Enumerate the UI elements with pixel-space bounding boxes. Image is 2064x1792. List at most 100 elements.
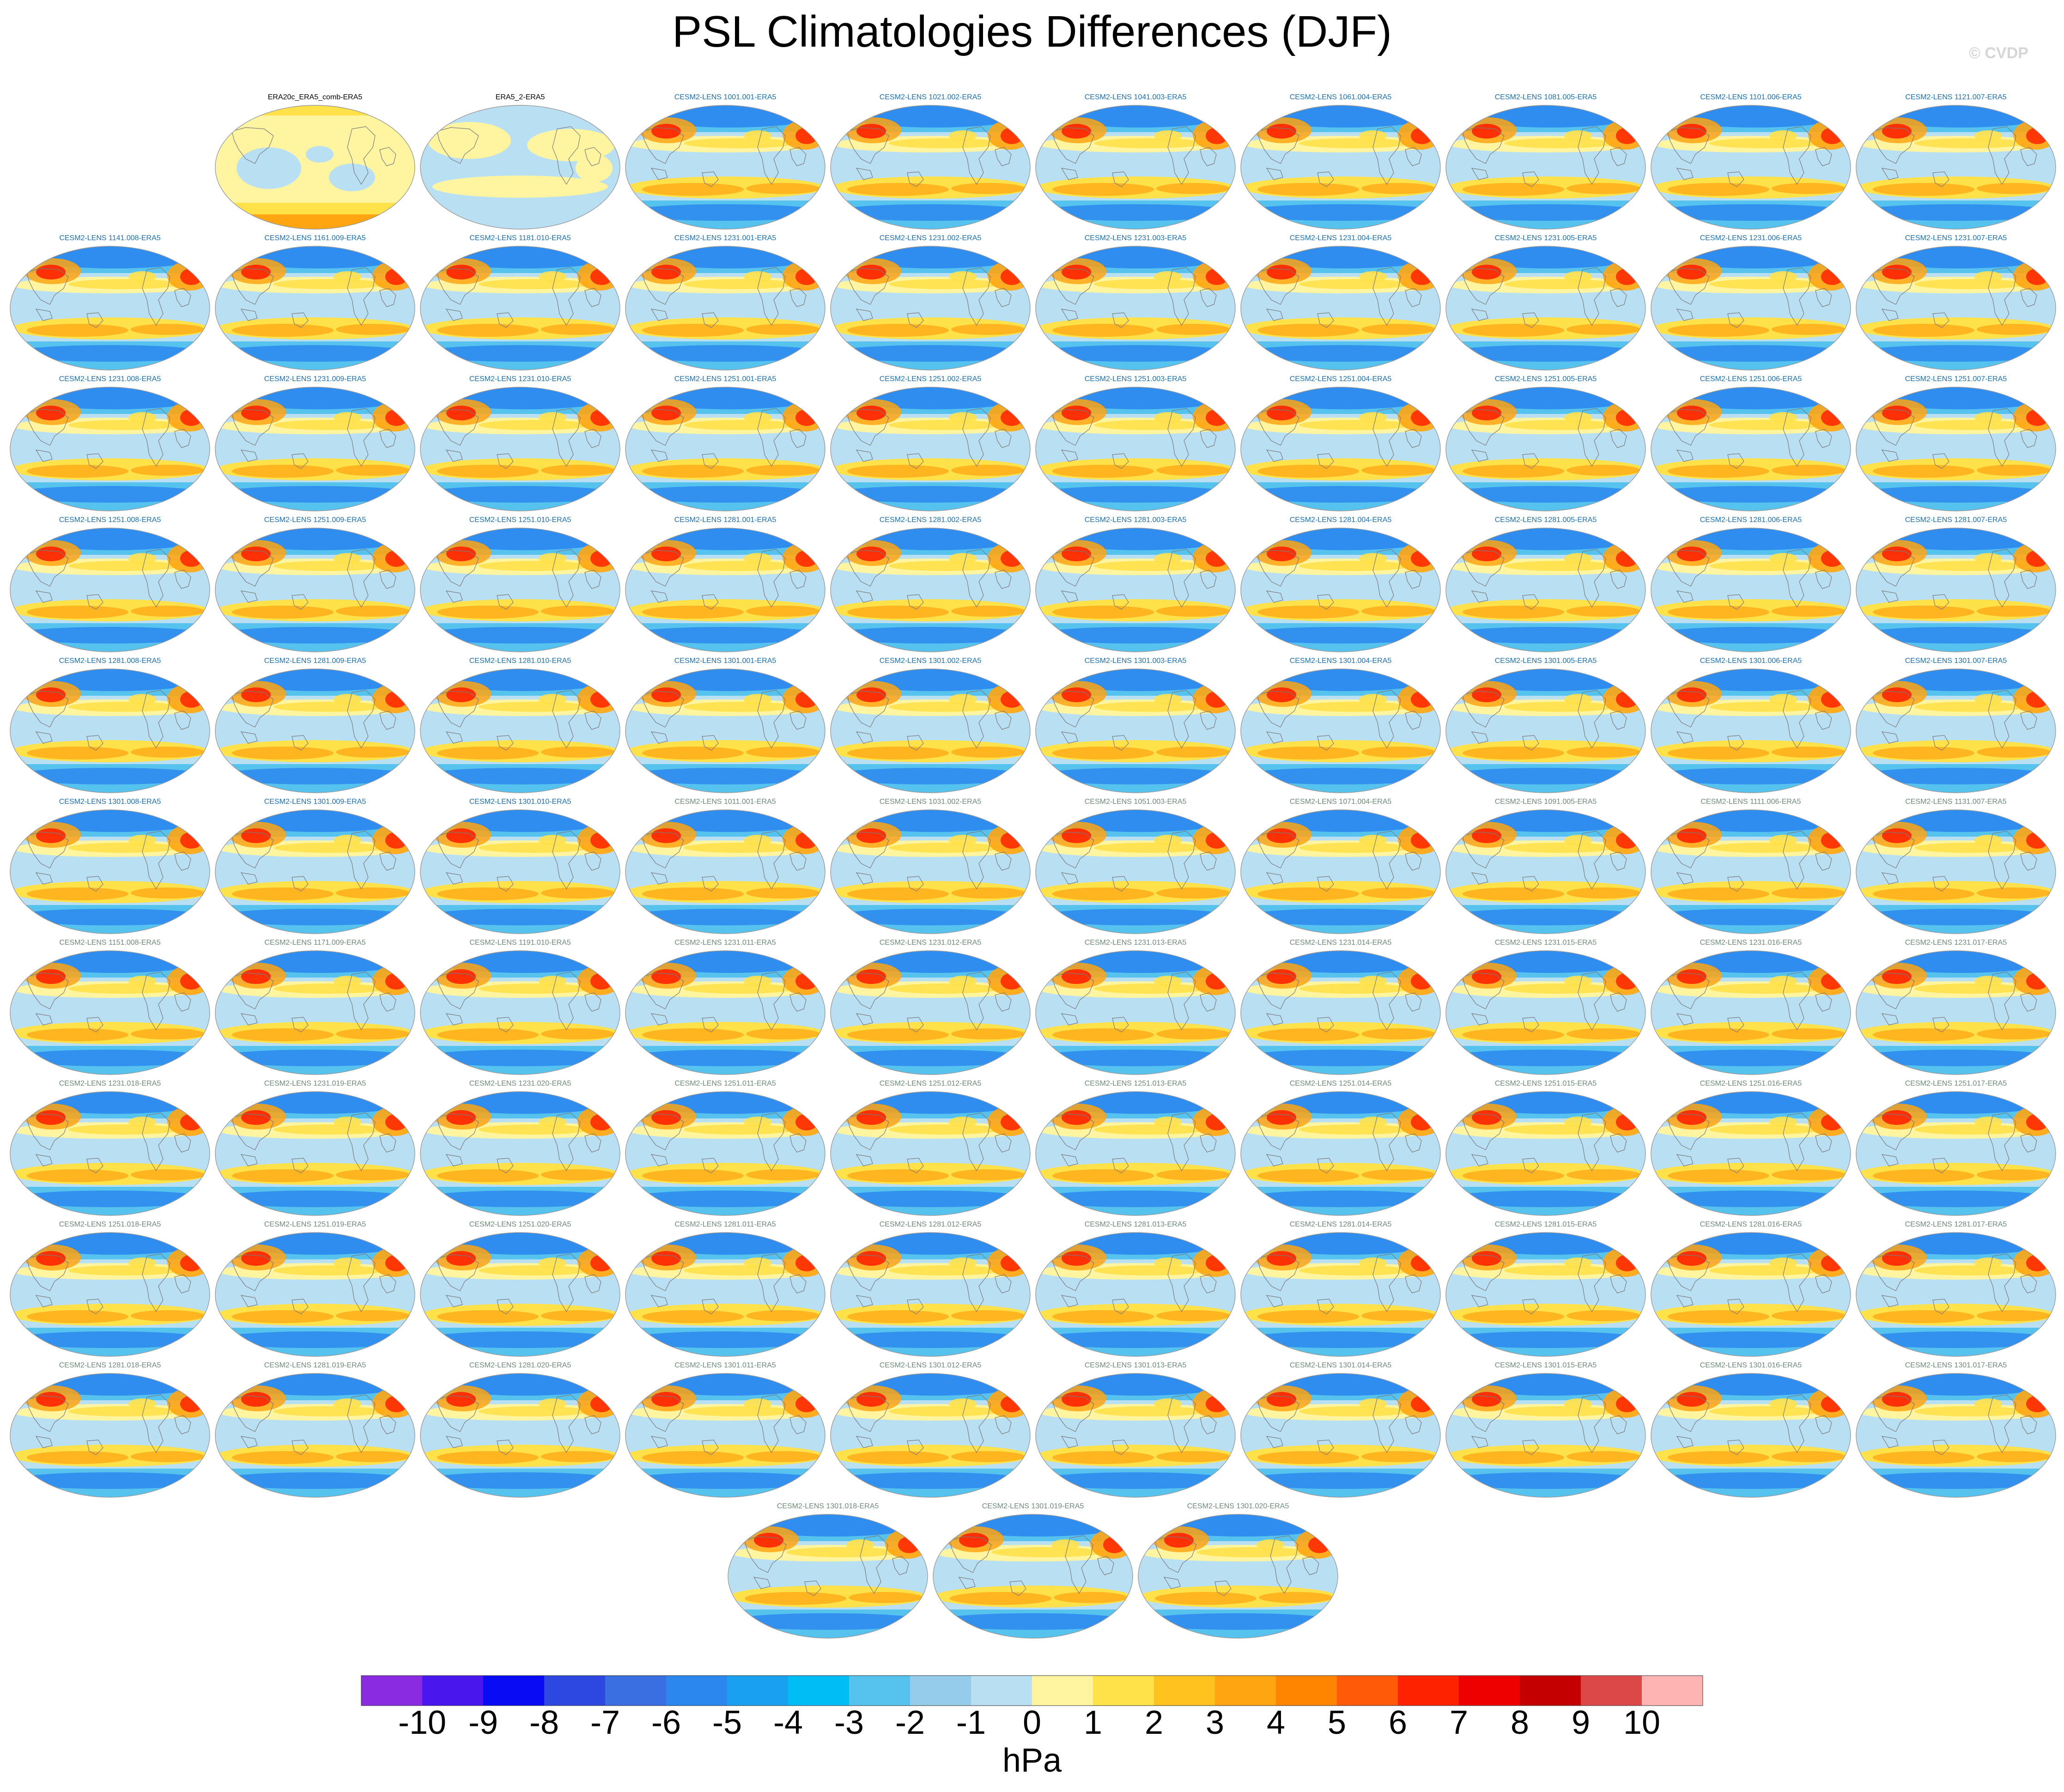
map-panel: CESM2-LENS 1301.005-ERA5 xyxy=(1444,656,1647,795)
map-panel: CESM2-LENS 1301.002-ERA5 xyxy=(829,656,1032,795)
map-panel-label: CESM2-LENS 1231.012-ERA5 xyxy=(879,939,982,947)
map-panel: CESM2-LENS 1301.016-ERA5 xyxy=(1649,1361,1852,1499)
map-panel: CESM2-LENS 1191.010-ERA5 xyxy=(419,938,622,1076)
map-panel-label: CESM2-LENS 1251.012-ERA5 xyxy=(879,1080,982,1087)
map-panel-label: CESM2-LENS 1281.020-ERA5 xyxy=(469,1361,571,1369)
map-panel-label: CESM2-LENS 1251.014-ERA5 xyxy=(1289,1080,1392,1087)
map-panel-globe xyxy=(830,1232,1031,1357)
colorbar-tick-label: -6 xyxy=(651,1704,681,1741)
map-panel-label: CESM2-LENS 1301.019-ERA5 xyxy=(982,1502,1084,1510)
map-panel: CESM2-LENS 1281.002-ERA5 xyxy=(829,515,1032,654)
map-panel-label: CESM2-LENS 1301.018-ERA5 xyxy=(777,1502,879,1510)
map-panel-label: CESM2-LENS 1231.008-ERA5 xyxy=(59,375,161,383)
map-panel-globe xyxy=(830,1091,1031,1216)
map-panel-label: CESM2-LENS 1251.015-ERA5 xyxy=(1494,1080,1597,1087)
map-panel-label: CESM2-LENS 1071.004-ERA5 xyxy=(1289,798,1392,806)
map-panel: CESM2-LENS 1231.003-ERA5 xyxy=(1034,233,1237,372)
map-panel: CESM2-LENS 1101.006-ERA5 xyxy=(1649,92,1852,231)
map-panel-globe xyxy=(10,950,210,1075)
map-panel-label: CESM2-LENS 1281.015-ERA5 xyxy=(1494,1221,1597,1228)
map-panel-label: CESM2-LENS 1301.016-ERA5 xyxy=(1700,1361,1802,1369)
map-panel-globe xyxy=(625,1232,826,1357)
map-panel-label: CESM2-LENS 1251.002-ERA5 xyxy=(879,375,982,383)
map-panel: CESM2-LENS 1301.017-ERA5 xyxy=(1854,1361,2058,1499)
map-panel-globe xyxy=(625,246,826,371)
map-panel: CESM2-LENS 1301.006-ERA5 xyxy=(1649,656,1852,795)
map-panel: CESM2-LENS 1121.007-ERA5 xyxy=(1854,92,2058,231)
map-panel-globe xyxy=(215,105,415,230)
map-panel: CESM2-LENS 1231.018-ERA5 xyxy=(8,1079,212,1217)
map-panel-globe xyxy=(1445,809,1646,934)
map-panel-label: CESM2-LENS 1251.019-ERA5 xyxy=(264,1221,366,1228)
map-panel-label: CESM2-LENS 1251.008-ERA5 xyxy=(59,516,161,524)
map-panel-globe xyxy=(1035,105,1236,230)
map-panel-globe xyxy=(1651,668,1851,793)
map-panel-globe xyxy=(10,387,210,511)
map-panel-label: CESM2-LENS 1021.002-ERA5 xyxy=(879,93,982,101)
map-panel-globe xyxy=(420,246,620,371)
map-panel-globe xyxy=(1445,246,1646,371)
map-panel: CESM2-LENS 1001.001-ERA5 xyxy=(624,92,827,231)
colorbar-tick-label: 9 xyxy=(1571,1704,1590,1741)
map-panel-label: CESM2-LENS 1301.004-ERA5 xyxy=(1289,657,1392,665)
map-panel-label: CESM2-LENS 1281.001-ERA5 xyxy=(674,516,777,524)
map-panel: CESM2-LENS 1251.015-ERA5 xyxy=(1444,1079,1647,1217)
colorbar-tick-label: 2 xyxy=(1144,1704,1164,1741)
map-panel: CESM2-LENS 1301.004-ERA5 xyxy=(1239,656,1442,795)
map-panel: CESM2-LENS 1301.014-ERA5 xyxy=(1239,1361,1442,1499)
map-panel: CESM2-LENS 1231.014-ERA5 xyxy=(1239,938,1442,1076)
map-panel-globe xyxy=(420,1373,620,1498)
map-panel: CESM2-LENS 1251.002-ERA5 xyxy=(829,374,1032,513)
map-panel: CESM2-LENS 1301.001-ERA5 xyxy=(624,656,827,795)
colorbar-tick-label: -4 xyxy=(773,1704,803,1741)
map-panel-label: CESM2-LENS 1301.014-ERA5 xyxy=(1289,1361,1392,1369)
map-panel-globe xyxy=(1240,528,1441,652)
map-panel-label: CESM2-LENS 1041.003-ERA5 xyxy=(1084,93,1187,101)
map-panel: CESM2-LENS 1281.019-ERA5 xyxy=(213,1361,417,1499)
map-panel: ERA20c_ERA5_comb-ERA5 xyxy=(213,92,417,231)
map-panel-globe xyxy=(1240,1232,1441,1357)
map-panel-globe xyxy=(830,950,1031,1075)
map-panel-label: CESM2-LENS 1231.009-ERA5 xyxy=(264,375,366,383)
map-panel-label: CESM2-LENS 1231.006-ERA5 xyxy=(1700,234,1802,242)
map-panel-label: CESM2-LENS 1181.010-ERA5 xyxy=(469,234,571,242)
map-panel: CESM2-LENS 1251.018-ERA5 xyxy=(8,1220,212,1358)
map-panel-globe xyxy=(830,528,1031,652)
map-panel-globe xyxy=(10,1232,210,1357)
map-panel-label: CESM2-LENS 1281.002-ERA5 xyxy=(879,516,982,524)
map-panel-globe xyxy=(625,528,826,652)
map-panel-label: CESM2-LENS 1091.005-ERA5 xyxy=(1494,798,1597,806)
map-panel: CESM2-LENS 1251.001-ERA5 xyxy=(624,374,827,513)
map-panel-globe xyxy=(1651,809,1851,934)
map-panel-globe xyxy=(1651,1091,1851,1216)
map-panel-label: CESM2-LENS 1281.014-ERA5 xyxy=(1289,1221,1392,1228)
map-panel-globe xyxy=(830,668,1031,793)
map-panel-label: CESM2-LENS 1081.005-ERA5 xyxy=(1494,93,1597,101)
map-panel: CESM2-LENS 1281.017-ERA5 xyxy=(1854,1220,2058,1358)
colorbar-tick-label: -10 xyxy=(398,1704,447,1741)
map-panel-label: CESM2-LENS 1251.001-ERA5 xyxy=(674,375,777,383)
map-panel: CESM2-LENS 1301.003-ERA5 xyxy=(1034,656,1237,795)
map-panel: CESM2-LENS 1301.011-ERA5 xyxy=(624,1361,827,1499)
map-panel-globe xyxy=(1035,528,1236,652)
map-panel: CESM2-LENS 1161.009-ERA5 xyxy=(213,233,417,372)
map-panel-globe xyxy=(625,105,826,230)
map-panel: CESM2-LENS 1281.013-ERA5 xyxy=(1034,1220,1237,1358)
map-panel-globe xyxy=(1856,668,2056,793)
map-panel: CESM2-LENS 1301.018-ERA5 xyxy=(726,1501,929,1640)
map-panel-globe xyxy=(830,105,1031,230)
map-panel-label: CESM2-LENS 1301.005-ERA5 xyxy=(1494,657,1597,665)
map-panel-globe xyxy=(420,1232,620,1357)
map-panel-globe xyxy=(1240,809,1441,934)
map-panel-label: CESM2-LENS 1281.008-ERA5 xyxy=(59,657,161,665)
map-panel-globe xyxy=(1035,1232,1236,1357)
map-panel: CESM2-LENS 1251.017-ERA5 xyxy=(1854,1079,2058,1217)
map-panel: CESM2-LENS 1081.005-ERA5 xyxy=(1444,92,1647,231)
map-panel-globe xyxy=(1035,950,1236,1075)
map-panel: CESM2-LENS 1251.005-ERA5 xyxy=(1444,374,1647,513)
map-panel-label: CESM2-LENS 1141.008-ERA5 xyxy=(59,234,161,242)
map-panel-label: CESM2-LENS 1231.007-ERA5 xyxy=(1905,234,2007,242)
map-panel: CESM2-LENS 1281.020-ERA5 xyxy=(419,1361,622,1499)
map-panel: CESM2-LENS 1281.012-ERA5 xyxy=(829,1220,1032,1358)
map-panel-globe xyxy=(420,809,620,934)
